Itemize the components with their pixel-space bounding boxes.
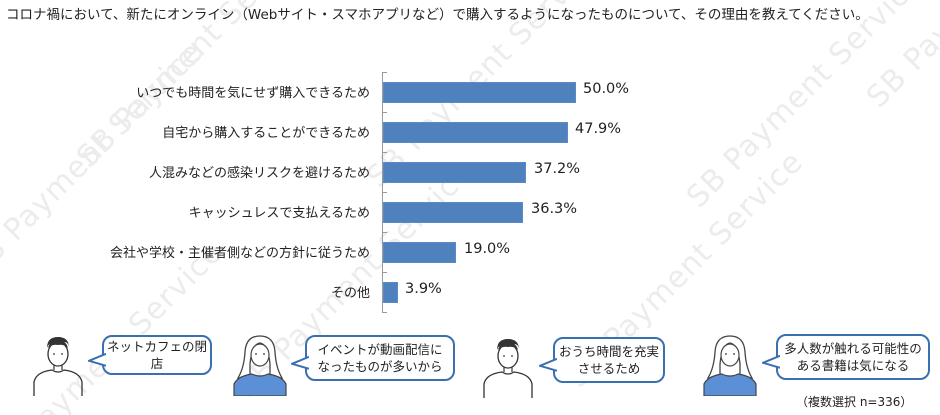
axis-tick	[382, 152, 387, 153]
axis-tick	[382, 312, 387, 313]
woman-avatar-icon	[233, 335, 287, 396]
category-label: いつでも時間を気にせず購入できるため	[136, 86, 370, 101]
comment-text-line1: おうち時間を充実	[558, 344, 659, 359]
bubble-tail-icon	[291, 355, 309, 370]
bubble-tail-icon	[88, 352, 106, 367]
axis-tick	[382, 232, 387, 233]
chart-title: コロナ禍において、新たにオンライン（Webサイト・スマホアプリなど）で購入するよ…	[6, 7, 869, 23]
bar-row: いつでも時間を気にせず購入できるため 50.0%	[0, 72, 940, 112]
man-avatar-icon	[33, 337, 83, 396]
value-label: 19.0%	[464, 241, 511, 257]
axis-tick	[382, 272, 387, 273]
man-avatar-icon	[483, 339, 533, 398]
value-label: 37.2%	[534, 161, 581, 177]
bar-row: 会社や学校・主催者側などの方針に従うため 19.0%	[0, 232, 940, 272]
bar-row: その他 3.9%	[0, 272, 940, 312]
value-label: 47.9%	[575, 121, 622, 137]
comment-text-line2: ある書籍は気になる	[796, 358, 910, 373]
axis-tick	[382, 192, 387, 193]
bar	[383, 242, 456, 263]
bubble-tail-icon	[539, 357, 557, 372]
comment-bubble: ネットカフェの閉店	[88, 335, 212, 375]
comment-text-line1: ネットカフェの閉店	[106, 339, 207, 371]
category-label: 人混みなどの感染リスクを避けるため	[148, 166, 370, 181]
bar-row: キャッシュレスで支払えるため 36.3%	[0, 192, 940, 232]
category-label: 会社や学校・主催者側などの方針に従うため	[109, 246, 370, 261]
woman-avatar-icon	[703, 335, 757, 396]
comment-bubble: おうち時間を充実 させるため	[539, 337, 665, 383]
bar	[383, 202, 523, 223]
axis-tick	[382, 72, 387, 73]
bar	[383, 282, 398, 303]
value-label: 50.0%	[583, 81, 630, 97]
comment-text-line2: させるため	[577, 361, 641, 376]
comment-text-line1: 多人数が触れる可能性の	[784, 341, 922, 356]
category-label: その他	[330, 286, 370, 301]
bubble-tail-icon	[762, 354, 780, 369]
bar-row: 自宅から購入することができるため 47.9%	[0, 112, 940, 152]
value-label: 36.3%	[531, 201, 578, 217]
value-label: 3.9%	[405, 281, 442, 297]
sample-size-note: （複数選択 n=336）	[796, 395, 913, 409]
comment-bubble: イベントが動画配信に なったものが多いから	[291, 335, 455, 381]
bar-chart: いつでも時間を気にせず購入できるため 50.0% 自宅から購入することができるた…	[0, 70, 940, 315]
bar	[383, 162, 526, 183]
bar	[383, 82, 576, 103]
category-label: キャッシュレスで支払えるため	[188, 206, 370, 221]
axis-tick	[382, 112, 387, 113]
comment-text-line1: イベントが動画配信に	[317, 342, 443, 357]
bar-row: 人混みなどの感染リスクを避けるため 37.2%	[0, 152, 940, 192]
comment-bubble: 多人数が触れる可能性の ある書籍は気になる	[762, 334, 930, 380]
comment-text-line2: なったものが多いから	[317, 359, 443, 374]
category-label: 自宅から購入することができるため	[162, 126, 370, 141]
bar	[383, 122, 568, 143]
